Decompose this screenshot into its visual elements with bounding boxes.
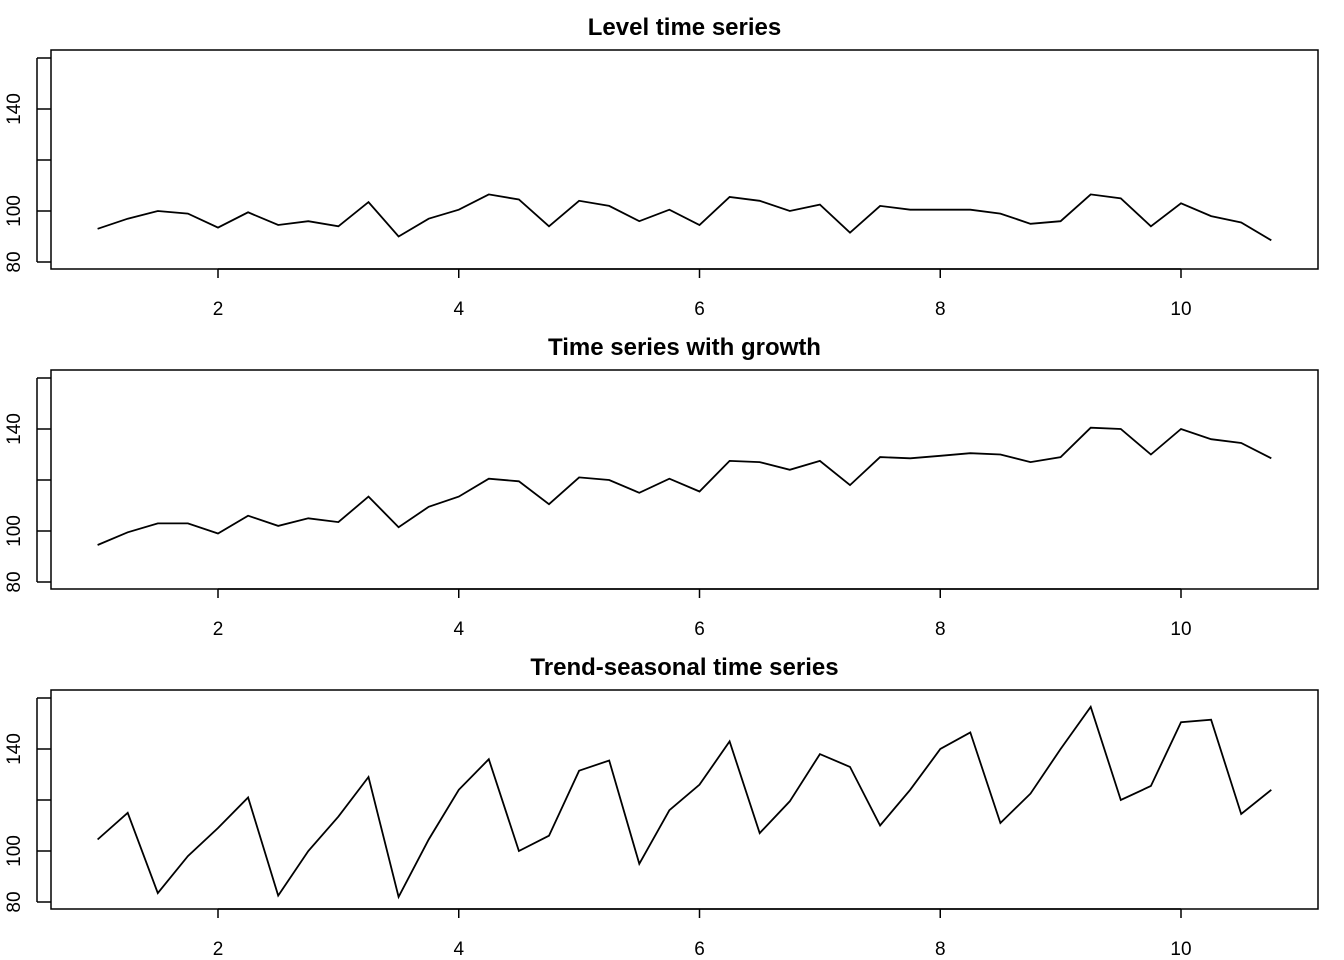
x-tick-label: 2 [213,299,224,320]
chart-title: Time series with growth [548,334,821,361]
x-tick-label: 4 [453,299,464,320]
y-tick-label: 140 [4,93,25,125]
x-tick-label: 4 [453,619,464,640]
y-tick-label: 80 [4,571,25,592]
y-tick-label: 80 [4,891,25,912]
x-tick-label: 2 [213,619,224,640]
y-tick-label: 140 [4,733,25,765]
y-tick-label: 80 [4,251,25,272]
y-tick-label: 140 [4,413,25,445]
x-tick-label: 10 [1170,939,1191,960]
x-tick-label: 8 [935,299,946,320]
plot-frame [50,49,1319,270]
plot-frame [50,689,1319,910]
chart-title: Trend-seasonal time series [530,654,838,681]
y-tick-label: 100 [4,515,25,547]
x-tick-label: 6 [694,619,705,640]
series-line [97,426,1272,546]
plot-frame [50,369,1319,590]
x-tick-label: 10 [1170,619,1191,640]
chart-panel-2: Time series with growth 2 4 6 8 10 80 100 140 [4,334,1319,640]
x-tick-label: 4 [453,939,464,960]
chart-panel-3: Trend-seasonal time series 2 4 6 8 10 80 100 140 [4,654,1319,960]
y-tick-label: 100 [4,835,25,867]
x-tick-label: 6 [694,299,705,320]
series-line [97,704,1272,900]
x-tick-label: 6 [694,939,705,960]
x-tick-label: 2 [213,939,224,960]
x-tick-label: 10 [1170,299,1191,320]
chart-panel-1: Level time series 2 4 6 8 10 80 100 140 [4,14,1319,320]
y-tick-label: 100 [4,195,25,227]
x-tick-label: 8 [935,619,946,640]
chart-title: Level time series [588,14,781,41]
series-line [97,193,1272,242]
x-tick-label: 8 [935,939,946,960]
